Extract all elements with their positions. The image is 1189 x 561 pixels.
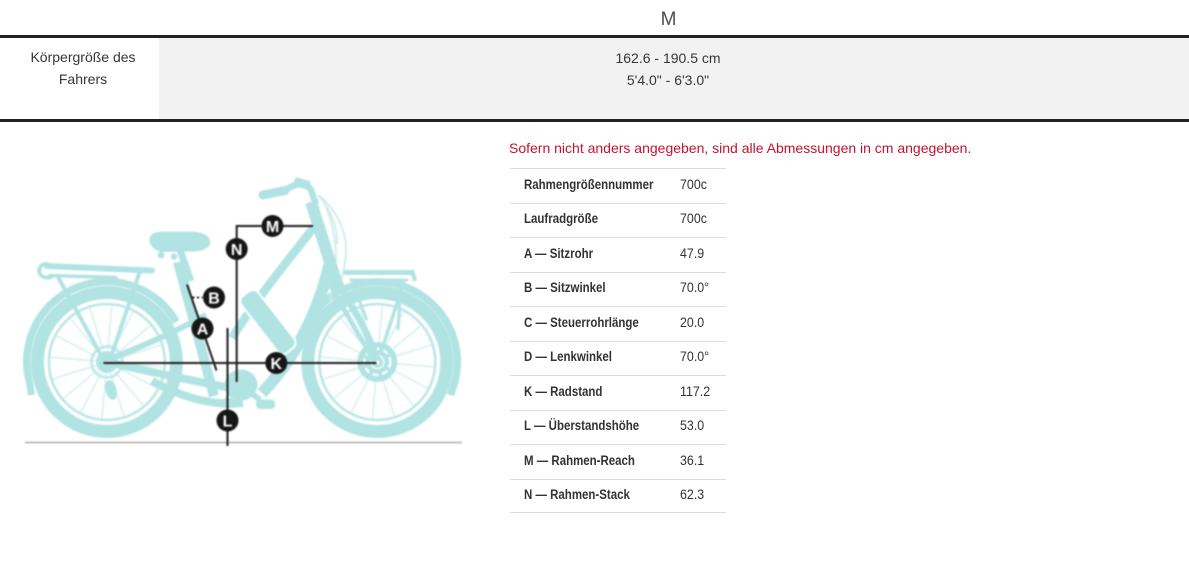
svg-text:M: M [266,219,279,236]
svg-text:A: A [197,321,209,338]
svg-text:L: L [223,413,233,430]
svg-text:K: K [271,356,283,373]
svg-text:B: B [208,290,220,307]
svg-text:N: N [231,242,243,259]
